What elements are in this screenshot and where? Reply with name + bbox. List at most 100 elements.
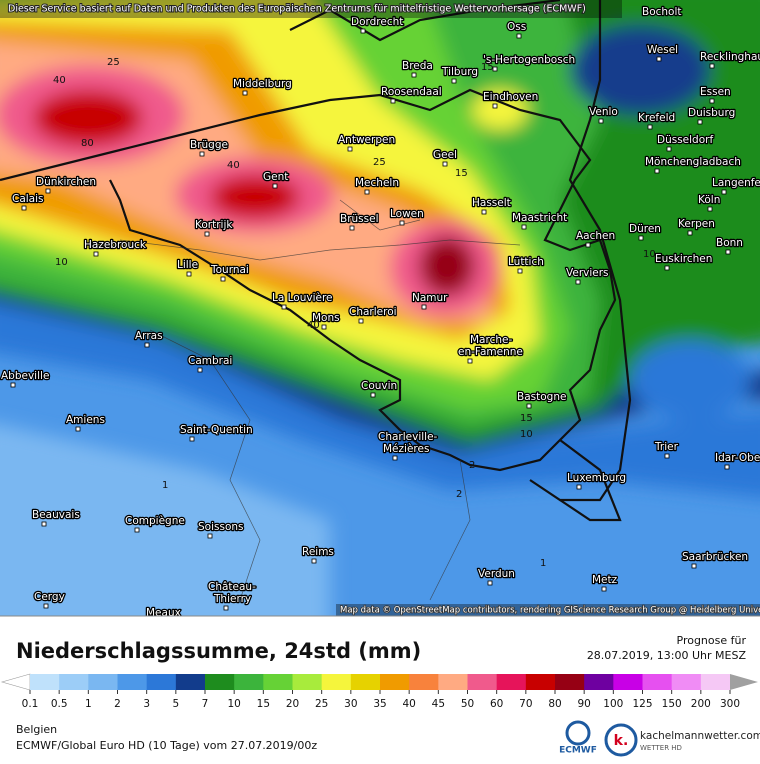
header-text: Dieser Service basiert auf Daten und Pro…: [8, 4, 586, 15]
legend-tick-label: 0.1: [22, 698, 39, 710]
legend-tick-label: 200: [691, 698, 711, 710]
legend-swatch: [613, 674, 643, 690]
city-label: Calais: [12, 193, 44, 205]
city-label: Krefeld: [638, 112, 675, 124]
legend-swatch: [30, 674, 60, 690]
city-label: Charleville-: [378, 431, 438, 443]
city-marker: [21, 205, 27, 211]
brand-logo: k. kachelmannwetter.com WETTER HD: [604, 723, 760, 757]
city-marker: [492, 103, 498, 109]
city-label: Breda: [402, 60, 433, 72]
city-label: Dordrecht: [351, 16, 403, 28]
legend-tick-label: 35: [373, 698, 386, 710]
city-label: Compiègne: [125, 515, 185, 527]
city-marker: [311, 558, 317, 564]
city-label: Amiens: [66, 414, 105, 426]
city-marker: [186, 271, 192, 277]
legend-swatch: [117, 674, 148, 690]
city-label: Château-: [208, 581, 256, 593]
legend-tick-label: 60: [490, 698, 503, 710]
city-marker: [442, 161, 448, 167]
city-label: Cergy: [34, 591, 65, 603]
city-label: Euskirchen: [655, 253, 712, 265]
city-label: Thierry: [213, 593, 251, 605]
city-label: Bonn: [716, 237, 743, 249]
legend-swatch: [438, 674, 468, 690]
city-marker: [421, 304, 427, 310]
legend-swatch: [584, 674, 614, 690]
legend-swatch: [146, 674, 177, 690]
contour-label: 10: [520, 429, 533, 440]
city-marker: [725, 249, 731, 255]
city-label: 's-Hertogenbosch: [483, 54, 575, 66]
city-label: Namur: [412, 292, 448, 304]
region: Belgien: [16, 723, 57, 736]
city-marker: [691, 563, 697, 569]
city-label: Trier: [654, 441, 679, 453]
city-label: Venlo: [589, 106, 618, 118]
contour-label: 40: [307, 320, 320, 331]
city-label: Meaux: [146, 607, 181, 619]
city-label: Cambrai: [188, 355, 232, 367]
city-marker: [709, 63, 715, 69]
city-label: Aachen: [576, 230, 615, 242]
contour-label: 15: [520, 413, 533, 424]
city-label: Maastricht: [512, 212, 567, 224]
city-marker: [709, 98, 715, 104]
city-label: La Louvière: [272, 292, 333, 304]
city-label: Mézières: [383, 443, 429, 455]
city-label: Beauvais: [32, 509, 80, 521]
city-label: Tilburg: [441, 66, 478, 78]
city-marker: [281, 304, 287, 310]
contour-label: 1: [162, 480, 168, 491]
city-marker: [666, 146, 672, 152]
city-label: Abbeville: [1, 370, 49, 382]
city-marker: [390, 98, 396, 104]
city-marker: [223, 605, 229, 611]
legend-swatch: [263, 674, 293, 690]
legend-tick-label: 20: [286, 698, 299, 710]
legend-swatch: [555, 674, 585, 690]
city-marker: [156, 620, 160, 624]
city-marker: [467, 358, 473, 364]
city-label: Mons: [312, 312, 340, 324]
legend-tick-label: 5: [172, 698, 179, 710]
header-bg: [0, 0, 622, 18]
city-marker: [321, 324, 327, 330]
city-marker: [199, 151, 205, 157]
city-marker: [492, 66, 498, 72]
city-marker: [10, 382, 16, 388]
city-label: Recklinghausen: [700, 51, 760, 63]
legend-low-arrow: [0, 673, 31, 691]
legend-tick-label: 1: [85, 698, 92, 710]
contour-label: 40: [53, 75, 66, 86]
city-marker: [220, 276, 226, 282]
city-label: Soissons: [198, 521, 244, 533]
legend-tick-label: 2: [114, 698, 121, 710]
legend-swatch: [380, 674, 410, 690]
legend-tick-label: 150: [662, 698, 682, 710]
contour-label: 80: [81, 138, 94, 149]
city-marker: [656, 56, 662, 62]
legend-tick-label: 300: [720, 698, 740, 710]
city-marker: [370, 392, 376, 398]
city-label: Mönchengladbach: [645, 156, 741, 168]
city-marker: [364, 189, 370, 195]
contour-label: 2: [456, 489, 462, 500]
model-info: ECMWF/Global Euro HD (10 Tage) vom 27.07…: [16, 739, 317, 752]
city-label: Verdun: [478, 568, 515, 580]
legend-title: Niederschlagssumme, 24std (mm): [16, 639, 421, 663]
city-label: Oss: [507, 21, 526, 33]
borders: [0, 0, 632, 522]
legend-swatch: [525, 674, 556, 690]
city-marker: [451, 78, 457, 84]
legend-swatch: [671, 674, 702, 690]
city-marker: [347, 146, 353, 152]
city-marker: [43, 603, 49, 609]
legend-tick-label: 10: [227, 698, 240, 710]
city-marker: [207, 533, 213, 539]
city-marker: [272, 183, 278, 189]
city-label: Hazebrouck: [84, 239, 147, 251]
map: Dordrecht Oss Bocholt 's-Hertogenbosch Breda…: [0, 0, 760, 624]
